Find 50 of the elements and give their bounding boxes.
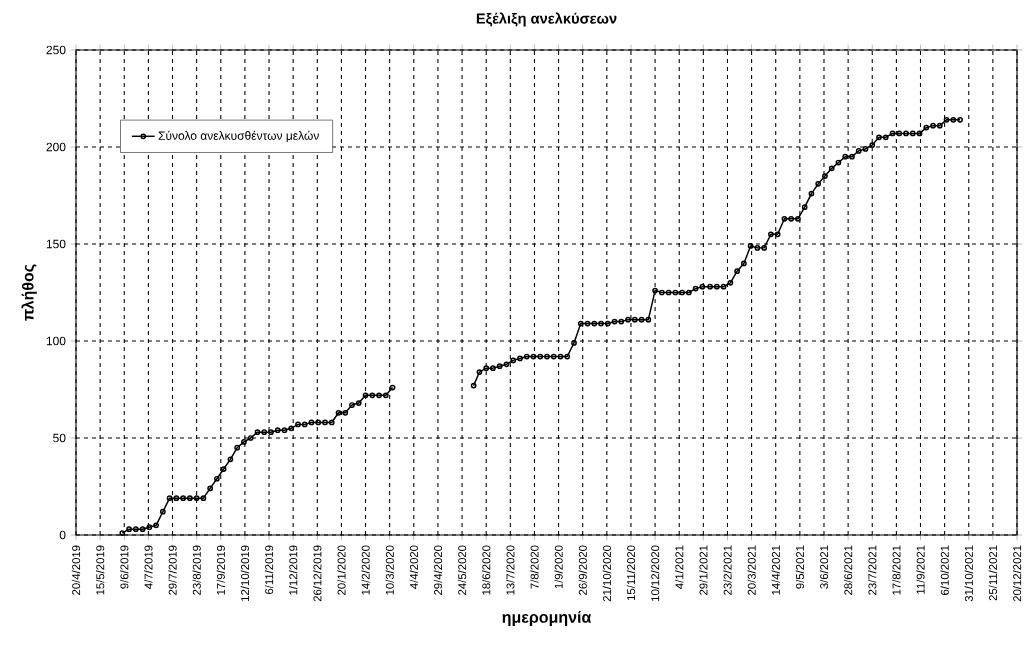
x-tick-label: 17/8/2021 bbox=[892, 545, 901, 595]
x-tick-label: 24/5/2020 bbox=[457, 545, 467, 595]
y-tick-label: 150 bbox=[46, 239, 66, 249]
x-tick-label: 29/1/2021 bbox=[699, 545, 708, 595]
x-tick-label: 7/8/2020 bbox=[530, 545, 539, 589]
x-tick-label: 4/4/2020 bbox=[409, 545, 418, 589]
x-tick-label: 26/9/2020 bbox=[578, 545, 587, 595]
x-tick-label: 11/9/2021 bbox=[916, 545, 925, 594]
x-tick-label: 13/7/2020 bbox=[506, 545, 515, 595]
x-tick-label: 9/6/2019 bbox=[120, 545, 129, 589]
x-tick-label: 20/12/2021 bbox=[1012, 545, 1022, 602]
y-tick-label: 200 bbox=[46, 142, 66, 152]
x-tick-label: 12/10/2019 bbox=[240, 545, 250, 601]
x-tick-label: 1/12/2019 bbox=[288, 545, 298, 595]
x-tick-label: 28/6/2021 bbox=[843, 545, 853, 595]
x-tick-label: 29/4/2020 bbox=[433, 545, 443, 595]
x-tick-label: 10/3/2020 bbox=[385, 545, 394, 595]
x-tick-label: 31/10/2021 bbox=[964, 545, 973, 602]
x-tick-label: 20/1/2020 bbox=[337, 545, 346, 595]
legend-label: Σύνολο ανελκυσθέντων μελών bbox=[158, 130, 319, 143]
y-tick-label: 50 bbox=[53, 433, 66, 443]
x-tick-label: 10/12/2020 bbox=[650, 545, 660, 601]
y-tick-label: 100 bbox=[46, 336, 66, 346]
x-tick-label: 4/1/2021 bbox=[675, 545, 684, 589]
x-tick-label: 25/11/2021 bbox=[988, 545, 998, 601]
x-tick-label: 15/5/2019 bbox=[95, 545, 105, 595]
x-tick-label: 6/11/2019 bbox=[264, 545, 274, 595]
x-tick-label: 14/4/2021 bbox=[771, 545, 780, 595]
x-tick-label: 1/9/2020 bbox=[554, 545, 563, 589]
x-tick-label: 17/9/2019 bbox=[216, 545, 225, 595]
y-axis-title: πλήθος bbox=[21, 264, 37, 321]
x-tick-label: 23/8/2019 bbox=[192, 545, 201, 595]
x-tick-label: 26/12/2019 bbox=[313, 545, 322, 602]
x-tick-label: 29/7/2019 bbox=[168, 545, 177, 595]
x-tick-label: 20/3/2021 bbox=[747, 545, 756, 595]
x-tick-label: 9/5/2021 bbox=[795, 545, 805, 589]
y-tick-label: 0 bbox=[59, 530, 66, 540]
x-tick-label: 6/10/2021 bbox=[940, 545, 949, 595]
x-tick-label: 14/2/2020 bbox=[361, 545, 370, 595]
x-tick-label: 4/7/2019 bbox=[144, 545, 153, 589]
x-tick-label: 23/7/2021 bbox=[868, 545, 877, 595]
chart-title: Εξέλιξη ανελκύσεων bbox=[476, 12, 617, 27]
x-tick-label: 21/10/2020 bbox=[602, 545, 611, 602]
y-tick-label: 250 bbox=[46, 45, 66, 55]
x-tick-label: 18/6/2020 bbox=[482, 545, 491, 595]
x-tick-label: 15/11/2020 bbox=[626, 545, 636, 601]
x-tick-label: 20/4/2019 bbox=[71, 545, 81, 595]
x-axis-title: ημερομηνία bbox=[502, 610, 592, 627]
x-tick-label: 23/2/2021 bbox=[723, 545, 732, 595]
x-tick-label: 3/6/2021 bbox=[819, 545, 829, 589]
